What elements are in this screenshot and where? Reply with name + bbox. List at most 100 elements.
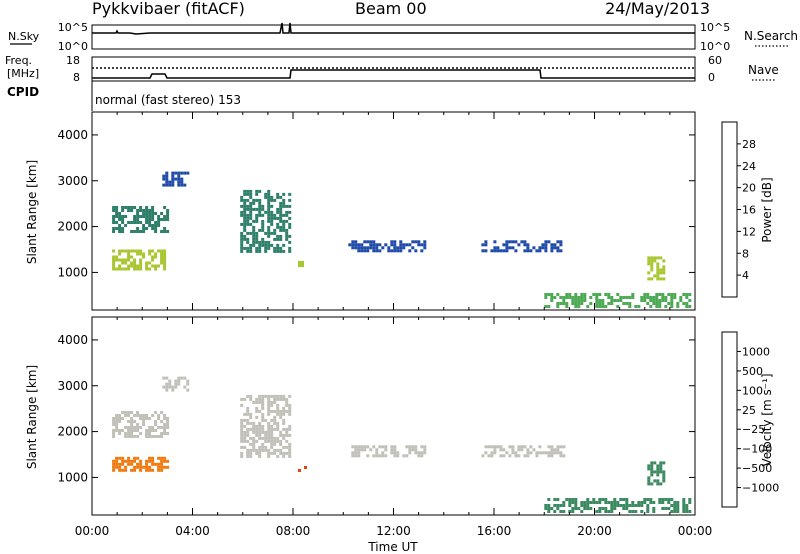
range-gate-cell xyxy=(136,230,140,233)
range-gate-cell xyxy=(647,259,651,263)
power-colorbar-label: Power [dB] xyxy=(760,177,774,242)
range-gate-cell xyxy=(502,249,506,253)
range-gate-cell xyxy=(631,510,635,513)
range-gate-cell xyxy=(571,510,575,513)
range-gate-cell xyxy=(127,249,131,253)
range-gate-cell xyxy=(656,274,660,278)
range-gate-cell xyxy=(240,445,244,449)
range-gate-cell xyxy=(553,448,557,452)
range-gate-cell xyxy=(168,180,172,184)
range-gate-cell xyxy=(151,468,155,472)
range-gate-cell xyxy=(580,296,584,299)
y-tick-label: 1000 xyxy=(57,470,88,484)
range-gate-cell xyxy=(493,246,497,250)
range-gate-cell xyxy=(118,249,122,253)
range-gate-cell xyxy=(363,448,367,452)
range-gate-cell xyxy=(484,445,488,449)
range-gate-cell xyxy=(246,213,250,217)
range-gate-cell xyxy=(249,451,253,455)
range-gate-cell xyxy=(162,385,166,389)
range-gate-cell xyxy=(130,459,134,463)
freq-tick-bottom: 8 xyxy=(73,71,80,84)
range-gate-cell xyxy=(136,218,140,221)
range-gate-cell xyxy=(656,262,660,266)
range-gate-cell xyxy=(598,501,602,504)
range-gate-cell xyxy=(261,448,265,452)
range-gate-cell xyxy=(634,305,638,308)
range-gate-cell xyxy=(484,451,488,455)
range-gate-cell xyxy=(523,445,527,449)
range-gate-cell xyxy=(246,246,250,250)
range-gate-cell xyxy=(640,510,644,513)
range-gate-cell xyxy=(264,210,268,214)
range-gate-cell xyxy=(273,198,277,202)
range-gate-cell xyxy=(493,448,497,452)
range-gate-cell xyxy=(115,423,119,426)
range-gate-cell xyxy=(393,243,397,247)
range-gate-cell xyxy=(168,183,172,187)
range-gate-cell xyxy=(240,418,244,422)
range-gate-cell xyxy=(130,206,134,209)
range-gate-cell xyxy=(601,299,605,302)
range-gate-cell xyxy=(154,267,158,271)
colorbar-tick-label: 20 xyxy=(742,182,756,195)
range-gate-cell xyxy=(267,409,271,413)
range-gate-cell xyxy=(369,243,373,247)
range-gate-cell xyxy=(183,385,187,389)
range-gate-cell xyxy=(270,213,274,217)
range-gate-cell xyxy=(258,454,262,458)
range-gate-cell xyxy=(276,397,280,401)
range-gate-cell xyxy=(249,222,253,226)
range-gate-cell xyxy=(562,504,566,507)
range-gate-cell xyxy=(520,240,524,244)
range-gate-cell xyxy=(258,430,262,434)
range-gate-cell xyxy=(171,388,175,392)
range-gate-cell xyxy=(130,264,134,268)
range-gate-cell xyxy=(127,435,131,438)
range-gate-cell xyxy=(270,451,274,455)
range-gate-cell xyxy=(255,439,259,443)
range-gate-cell xyxy=(375,249,379,253)
range-gate-cell xyxy=(372,445,376,449)
range-gate-cell xyxy=(568,501,572,504)
range-gate-cell xyxy=(160,411,164,414)
range-gate-cell xyxy=(163,264,167,268)
range-gate-cell xyxy=(559,504,563,507)
range-gate-cell xyxy=(115,267,119,271)
range-gate-cell xyxy=(267,412,271,416)
range-gate-cell xyxy=(121,429,125,432)
range-gate-cell xyxy=(130,462,134,466)
range-gate-cell xyxy=(577,302,581,305)
range-gate-cell xyxy=(285,427,289,431)
range-gate-cell xyxy=(393,445,397,449)
range-gate-cell xyxy=(258,210,262,214)
range-gate-cell xyxy=(240,439,244,443)
range-gate-cell xyxy=(574,498,578,501)
range-gate-cell xyxy=(112,435,116,438)
range-gate-cell xyxy=(647,464,651,468)
range-gate-cell xyxy=(249,246,253,250)
range-gate-cell xyxy=(127,258,131,262)
range-gate-cell xyxy=(127,426,131,429)
range-gate-cell xyxy=(240,222,244,226)
range-gate-cell xyxy=(505,249,509,253)
range-gate-cell xyxy=(667,501,671,504)
range-gate-cell xyxy=(643,299,647,302)
range-gate-cell xyxy=(264,192,268,196)
range-gate-cell xyxy=(282,249,286,253)
range-gate-cell xyxy=(124,414,128,417)
range-gate-cell xyxy=(685,293,689,296)
power-panel: 1000 2000 3000 4000 Slant Range [km] xyxy=(25,111,696,311)
range-gate-cell xyxy=(133,206,137,209)
range-gate-cell xyxy=(154,462,158,466)
range-gate-cell xyxy=(249,210,253,214)
range-gate-cell xyxy=(643,498,647,501)
range-gate-cell xyxy=(538,249,542,253)
range-gate-cell xyxy=(544,296,548,299)
range-gate-cell xyxy=(351,451,355,455)
range-gate-cell xyxy=(130,209,134,212)
range-gate-cell xyxy=(267,397,271,401)
range-gate-cell xyxy=(655,296,659,299)
range-gate-cell xyxy=(133,420,137,423)
range-gate-cell xyxy=(282,421,286,425)
